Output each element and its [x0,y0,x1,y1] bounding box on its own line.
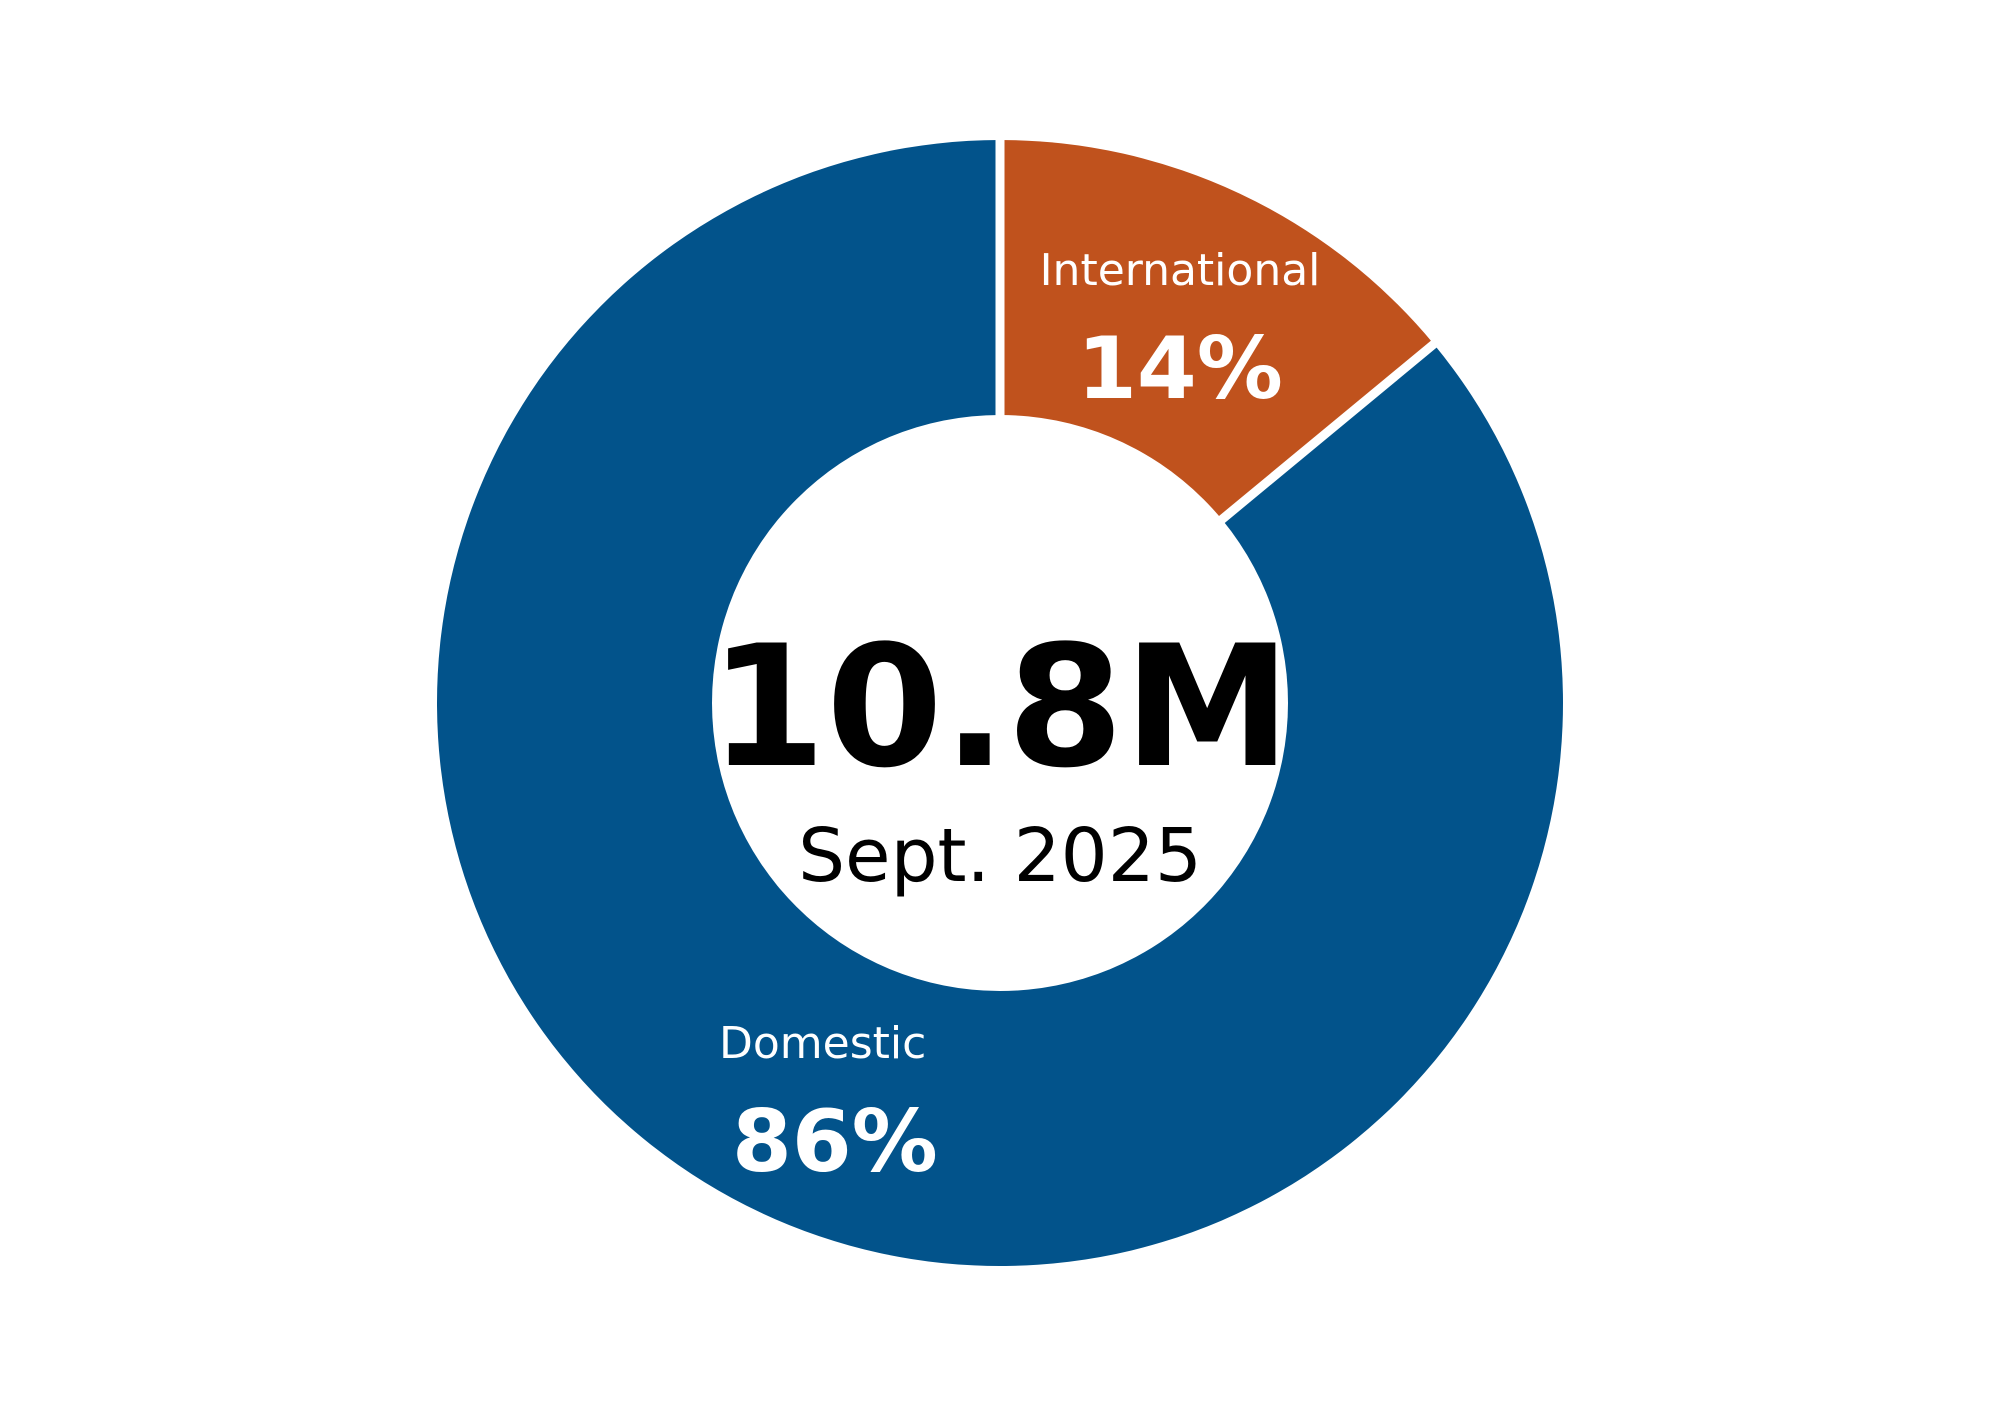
slice-label-domestic: Domestic [719,1018,926,1069]
center-date-label: Sept. 2025 [798,813,1202,899]
slice-value-international: 14% [1077,319,1283,419]
slice-value-domestic: 86% [732,1092,938,1192]
center-total-value: 10.8M [709,609,1291,805]
slice-label-international: International [1040,245,1321,296]
slice-separator [1215,338,1440,526]
labels-layer: International 14% Domestic 86% [719,245,1320,1192]
separators-layer [995,136,1440,526]
center-hole [712,415,1288,991]
